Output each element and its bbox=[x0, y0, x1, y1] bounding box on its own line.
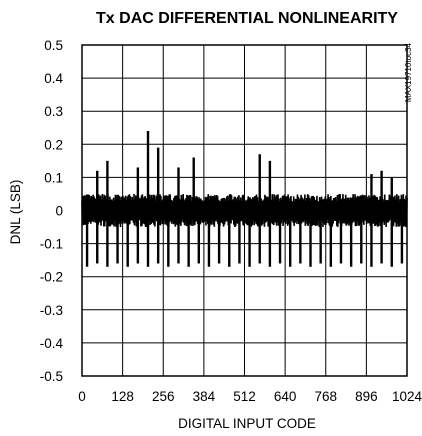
y-tick-label: 0.2 bbox=[44, 137, 63, 152]
figure-id: MAX19710toc34 bbox=[404, 42, 413, 102]
dnl-noise-trace bbox=[81, 193, 408, 228]
x-tick-label: 128 bbox=[111, 389, 134, 404]
x-tick-label: 512 bbox=[233, 389, 256, 404]
y-tick-label: -0.4 bbox=[40, 336, 64, 351]
x-tick-label: 0 bbox=[78, 389, 86, 404]
y-tick-label: -0.1 bbox=[40, 237, 63, 252]
x-tick-label: 384 bbox=[193, 389, 216, 404]
y-axis-label: DNL (LSB) bbox=[8, 180, 23, 245]
plot-data bbox=[81, 131, 408, 267]
grid bbox=[81, 44, 408, 377]
y-tick-labels: 0.5 0.4 0.3 0.2 0.1 0 -0.1 -0.2 -0.3 -0.4 -0.5 bbox=[40, 38, 64, 384]
x-tick-labels: 0 128 256 384 512 640 768 896 1024 bbox=[78, 389, 422, 404]
x-tick-label: 1024 bbox=[392, 389, 422, 404]
x-axis-label: DIGITAL INPUT CODE bbox=[178, 416, 316, 431]
y-tick-label: 0.5 bbox=[44, 38, 63, 53]
plot-frame bbox=[81, 44, 408, 377]
x-tick-label: 256 bbox=[152, 389, 175, 404]
x-tick-label: 640 bbox=[274, 389, 297, 404]
y-tick-label: -0.2 bbox=[40, 270, 63, 285]
y-tick-label: 0.4 bbox=[44, 71, 63, 86]
x-tick-label: 896 bbox=[355, 389, 378, 404]
y-tick-label: 0.3 bbox=[44, 104, 63, 119]
y-tick-label: -0.5 bbox=[40, 369, 63, 384]
chart-title: Tx DAC DIFFERENTIAL NONLINEARITY bbox=[96, 10, 398, 27]
y-tick-label: -0.3 bbox=[40, 303, 63, 318]
y-tick-label: 0 bbox=[55, 204, 63, 219]
y-tick-label: 0.1 bbox=[44, 170, 63, 185]
x-tick-label: 768 bbox=[314, 389, 337, 404]
